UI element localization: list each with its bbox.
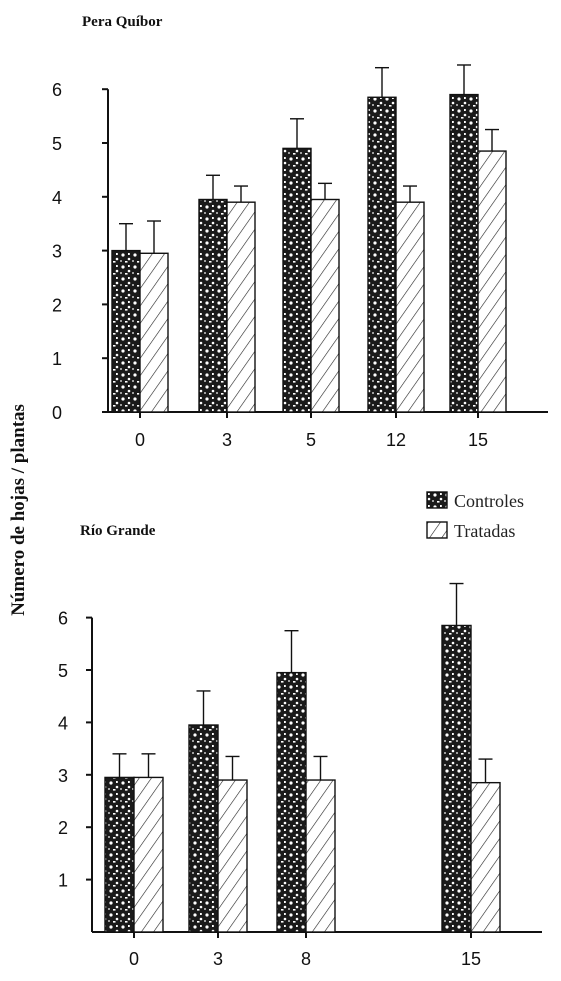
legend-swatch-tratadas [426,521,448,539]
bar-controles [282,147,312,413]
y-axis-label: Número de hojas / plantas [8,404,29,616]
chart-rio-grande: Río Grande 1 2 3 4 5 6 0 3 8 15 [58,523,542,969]
y-tick-label: 6 [52,80,62,100]
bar-tratadas [139,252,169,413]
y-tick-label: 4 [52,188,62,208]
bar-tratadas [310,198,340,413]
bar-tratadas [217,779,248,933]
bar-controles [367,96,397,413]
y-tick-label: 3 [58,766,68,786]
y-tick-label: 1 [52,349,62,369]
legend-label-tratadas: Tratadas [454,521,515,541]
x-tick-label: 15 [461,949,481,969]
bar-controles [449,93,479,413]
y-tick-label: 5 [52,134,62,154]
bar-controles [104,776,135,933]
bar-controles [111,249,141,413]
x-tick-label: 0 [129,949,139,969]
x-tick-label: 3 [222,430,232,450]
bar-tratadas [395,201,425,413]
bar-tratadas [470,781,501,933]
legend-label-controles: Controles [454,491,524,511]
legend-swatch-controles [426,491,448,509]
bar-controles [441,624,472,933]
x-tick-label: 3 [213,949,223,969]
y-tick-label: 2 [52,295,62,315]
bar-controles [188,724,219,933]
y-tick-label: 1 [58,871,68,891]
x-tick-label: 8 [301,949,311,969]
bar-tratadas [226,201,256,413]
bar-controles [276,671,307,933]
x-tick-label: 15 [468,430,488,450]
x-tick-label: 0 [135,430,145,450]
bar-tratadas [477,150,507,413]
y-tick-label: 0 [52,403,62,423]
chart-title: Río Grande [80,523,156,539]
bar-tratadas [305,779,336,933]
legend: Controles Tratadas [426,491,524,541]
bar-tratadas [133,776,164,933]
y-tick-label: 3 [52,242,62,262]
y-tick-label: 2 [58,818,68,838]
y-tick-label: 5 [58,661,68,681]
bar-controles [198,198,228,413]
x-tick-label: 5 [306,430,316,450]
y-tick-label: 6 [58,609,68,629]
y-tick-label: 4 [58,713,68,733]
x-tick-label: 12 [386,430,406,450]
chart-title: Pera Quíbor [82,14,163,30]
